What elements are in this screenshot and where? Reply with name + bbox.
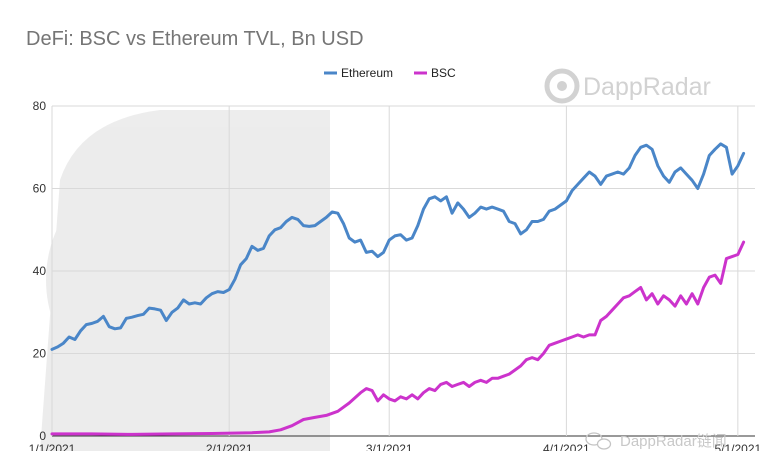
dappradar-logo-icon	[544, 68, 580, 104]
y-tick-label: 80	[33, 99, 47, 113]
x-axis: 1/1/2021 2/1/2021 3/1/2021 4/1/2021 5/1/2021	[29, 442, 762, 451]
x-tick-label: 4/1/2021	[543, 442, 590, 451]
series-line-bsc	[50, 240, 746, 436]
series-line-ethereum	[50, 142, 746, 351]
y-tick-label: 20	[33, 347, 47, 361]
dappradar-logo-dot-icon	[557, 81, 567, 91]
watermark-caption: DappRadar链闻	[585, 432, 727, 450]
watermark-brand: DappRadar	[544, 68, 711, 104]
x-tick-label: 5/1/2021	[714, 442, 761, 451]
x-tick-label: 1/1/2021	[29, 442, 76, 451]
y-axis: 0 20 40 60 80	[33, 99, 47, 443]
watermark-brand-text: DappRadar	[583, 73, 711, 101]
grid	[51, 105, 755, 437]
wechat-icon	[585, 432, 612, 450]
y-tick-label: 60	[33, 182, 47, 196]
y-tick-label: 40	[33, 264, 47, 278]
x-tick-label: 2/1/2021	[206, 442, 253, 451]
y-tick-label: 0	[39, 429, 46, 443]
watermark-logo-background	[40, 110, 330, 451]
series-group	[50, 142, 746, 436]
legend-ethereum-label: Ethereum	[341, 66, 393, 80]
legend-bsc-label: BSC	[431, 66, 456, 80]
watermark-caption-text: DappRadar链闻	[620, 433, 727, 450]
legend: Ethereum BSC	[324, 66, 456, 80]
x-tick-label: 3/1/2021	[366, 442, 413, 451]
chart-title: DeFi: BSC vs Ethereum TVL, Bn USD	[26, 28, 364, 50]
